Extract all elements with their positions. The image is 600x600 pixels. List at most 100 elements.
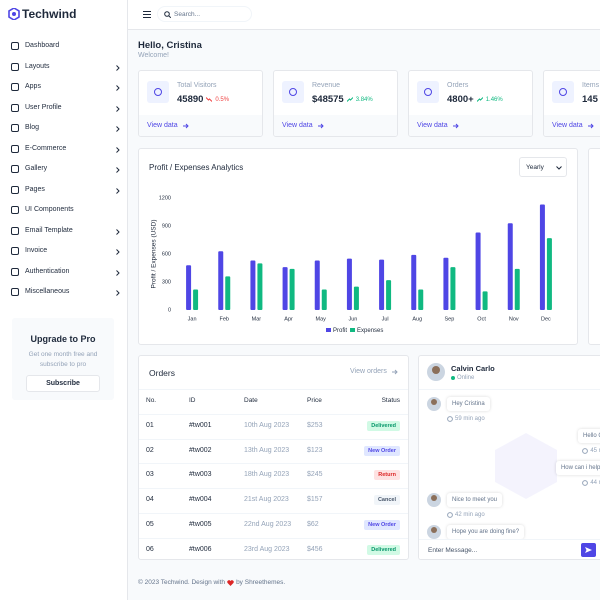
menu-label: Email Template bbox=[25, 226, 73, 234]
x-tick-label: Feb bbox=[220, 316, 229, 322]
legend-label: Expenses bbox=[357, 328, 383, 334]
chevron-shape bbox=[116, 249, 120, 255]
send-button[interactable] bbox=[581, 543, 596, 557]
view-orders-link[interactable]: View orders bbox=[350, 368, 387, 375]
cell-id: #tw005 bbox=[189, 520, 212, 528]
menu-chevron bbox=[116, 146, 120, 153]
column-header: Date bbox=[244, 397, 258, 404]
x-tick-label: Oct bbox=[477, 316, 486, 322]
message-bubble: Hey Cristina bbox=[447, 397, 490, 411]
menu-item[interactable]: Email Template bbox=[0, 225, 127, 238]
x-tick-label: Aug bbox=[412, 316, 422, 322]
bar bbox=[411, 254, 417, 310]
clock-shape bbox=[447, 416, 453, 422]
cell-id: #tw006 bbox=[189, 545, 212, 553]
view-data-link[interactable]: View data bbox=[552, 122, 583, 129]
menu-item[interactable]: Layouts bbox=[0, 61, 127, 74]
legend-swatch bbox=[326, 328, 331, 332]
view-data-link[interactable]: View data bbox=[282, 122, 313, 129]
cell-price: $456 bbox=[307, 545, 323, 553]
menu-chevron bbox=[116, 167, 120, 173]
message-avatar bbox=[427, 397, 441, 411]
menu-item[interactable]: Gallery bbox=[0, 163, 127, 176]
avatar-face bbox=[431, 399, 437, 405]
icon-shape bbox=[11, 144, 19, 153]
icon-glyph bbox=[559, 88, 567, 96]
stat-footer: View data bbox=[274, 115, 397, 136]
menu-toggle[interactable] bbox=[143, 11, 151, 18]
icon-shape bbox=[154, 88, 162, 96]
x-tick-label: Jun bbox=[348, 316, 357, 322]
status-badge: New Order bbox=[364, 519, 400, 530]
footer: © 2023 Techwind. Design with by Shreethe… bbox=[138, 579, 285, 586]
stat-icon bbox=[552, 81, 574, 103]
menu-item[interactable]: Apps bbox=[0, 81, 127, 94]
menu-item[interactable]: Pages bbox=[0, 184, 127, 197]
legend-label: Profit bbox=[333, 328, 347, 334]
menu-item[interactable]: User Profile bbox=[0, 102, 127, 115]
y-tick-label: 1200 bbox=[159, 195, 171, 201]
y-axis-label: Profit / Expenses (USD) bbox=[151, 220, 158, 289]
stat-value: 145 bbox=[582, 94, 598, 105]
brand-logo bbox=[8, 8, 20, 20]
menu-item[interactable]: Invoice bbox=[0, 245, 127, 258]
stat-label: Revenue bbox=[312, 82, 341, 89]
message-time: 45 min ago bbox=[582, 448, 600, 454]
menu-item[interactable]: Miscellaneous bbox=[0, 286, 127, 299]
chart-card: Profit / Expenses Analytics Yearly 0 300 6… bbox=[138, 148, 578, 345]
menu-item[interactable]: Blog bbox=[0, 122, 127, 135]
view-data-link[interactable]: View data bbox=[417, 122, 448, 129]
menu-item[interactable]: UI Components bbox=[0, 204, 127, 217]
brand-name[interactable]: Techwind bbox=[22, 7, 77, 21]
divider bbox=[419, 389, 600, 390]
menu-icon bbox=[11, 124, 19, 132]
menu-label: Miscellaneous bbox=[25, 288, 70, 295]
menu-item[interactable]: Dashboard bbox=[0, 40, 127, 53]
column-header: ID bbox=[189, 397, 196, 404]
cell-date: 18th Aug 2023 bbox=[244, 471, 290, 479]
icon-shape bbox=[11, 124, 19, 132]
menu-chevron bbox=[116, 126, 120, 132]
footer-text: © 2023 Techwind. Design with bbox=[138, 579, 226, 586]
chart-title: Profit / Expenses Analytics bbox=[149, 163, 244, 172]
top-bar: Search... bbox=[128, 0, 600, 30]
icon-shape bbox=[11, 165, 19, 173]
search-box[interactable]: Search... bbox=[157, 6, 252, 22]
period-select[interactable]: Yearly bbox=[519, 157, 567, 177]
menu-chevron bbox=[116, 85, 120, 91]
menu-label: Authentication bbox=[25, 267, 70, 275]
bar bbox=[186, 265, 192, 310]
icon-shape bbox=[11, 185, 19, 194]
cell-no: 03 bbox=[146, 471, 154, 479]
menu-label: Apps bbox=[25, 83, 41, 90]
avatar-face bbox=[431, 495, 437, 501]
watermark bbox=[495, 433, 557, 499]
cell-id: #tw003 bbox=[189, 471, 212, 479]
menu-icon bbox=[11, 288, 19, 296]
menu-label: Dashboard bbox=[25, 42, 60, 49]
view-data-link[interactable]: View data bbox=[147, 122, 178, 129]
icon-shape bbox=[559, 88, 567, 96]
arrow-shape bbox=[183, 123, 189, 129]
column-header: Status bbox=[381, 397, 400, 404]
bar bbox=[450, 267, 456, 310]
menu-item[interactable]: Authentication bbox=[0, 266, 127, 279]
cell-id: #tw004 bbox=[189, 496, 212, 504]
chat-card: Calvin Carlo Online Hey Cristina 59 min a… bbox=[418, 355, 600, 560]
greeting-title: Hello, Cristina bbox=[138, 40, 202, 51]
chat-avatar bbox=[427, 363, 445, 381]
y-tick-label: 0 bbox=[168, 307, 171, 313]
menu-chevron bbox=[116, 269, 120, 276]
menu-item[interactable]: E-Commerce bbox=[0, 143, 127, 156]
menu-label: User Profile bbox=[25, 103, 62, 111]
message-bubble: How can i help you? bbox=[555, 461, 600, 475]
subscribe-button[interactable]: Subscribe bbox=[26, 375, 100, 392]
bar bbox=[418, 289, 424, 310]
stat-card: Revenue $48575 3.84% View data bbox=[273, 70, 398, 137]
cell-date: 22nd Aug 2023 bbox=[244, 520, 292, 528]
bar bbox=[289, 268, 295, 310]
cell-price: $253 bbox=[307, 422, 323, 429]
cell-date: 23rd Aug 2023 bbox=[244, 545, 290, 553]
chat-input[interactable]: Enter Message... bbox=[428, 547, 478, 554]
chat-status: Online bbox=[457, 375, 475, 381]
